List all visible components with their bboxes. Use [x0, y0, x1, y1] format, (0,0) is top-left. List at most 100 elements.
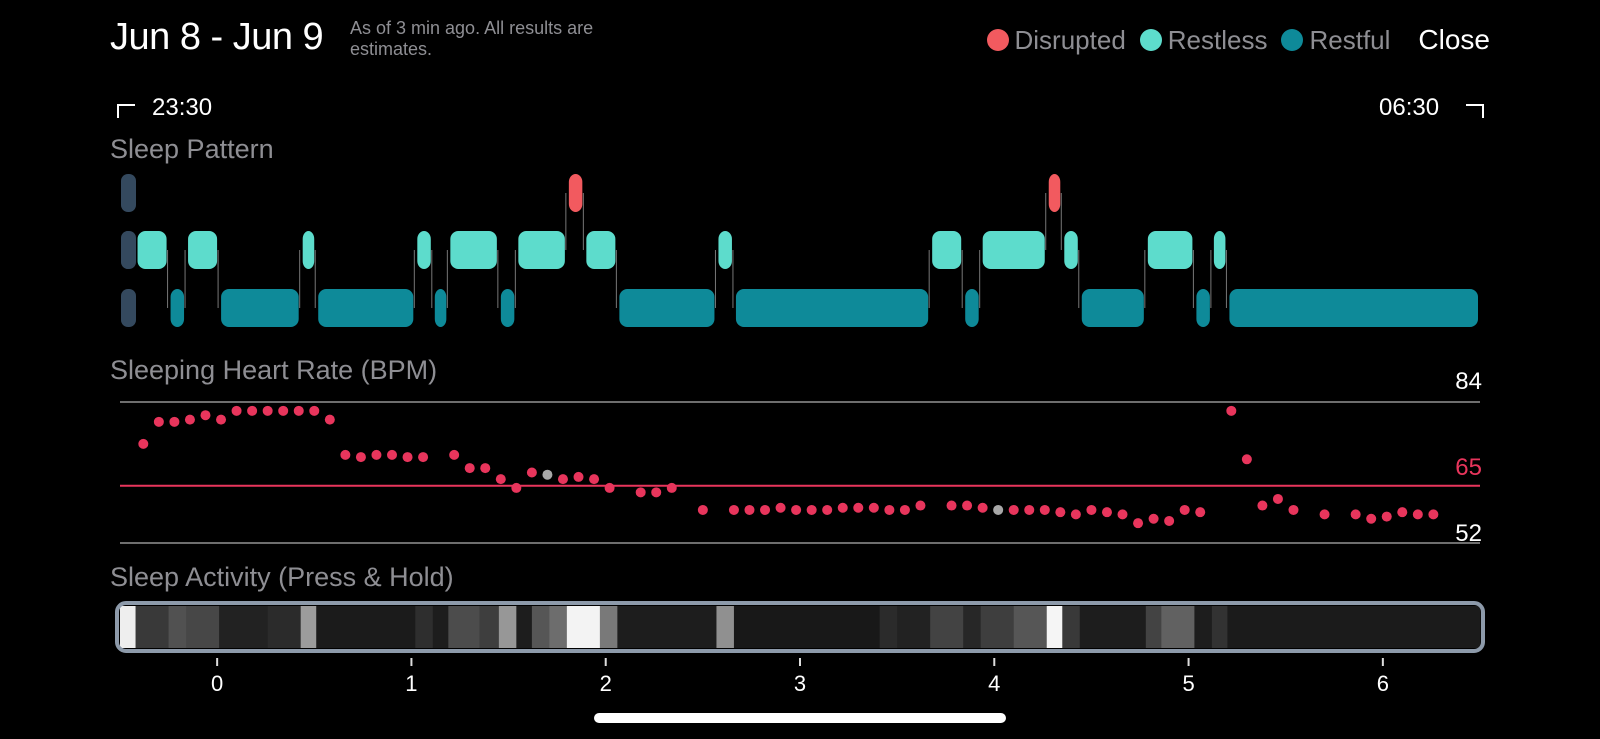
- activity-bar: [531, 606, 550, 648]
- activity-bar: [1145, 606, 1162, 648]
- activity-bar: [415, 606, 434, 648]
- activity-bar: [549, 606, 568, 648]
- axis-tick-label: 0: [211, 671, 223, 696]
- hr-point: [1350, 509, 1361, 520]
- sleep-activity-chart[interactable]: [0, 600, 1600, 660]
- home-indicator[interactable]: [594, 713, 1006, 723]
- close-button[interactable]: Close: [1418, 24, 1490, 55]
- activity-bar: [566, 606, 601, 648]
- pattern-segment-restless: [518, 231, 565, 269]
- hr-point: [1226, 405, 1237, 416]
- hr-point: [355, 452, 366, 463]
- activity-bar: [930, 606, 964, 648]
- hr-point: [666, 482, 677, 493]
- axis-tick-label: 1: [405, 671, 417, 696]
- hr-point: [1179, 504, 1190, 515]
- pattern-segment-restless: [417, 231, 431, 269]
- hr-point: [278, 405, 289, 416]
- hr-point: [169, 416, 180, 427]
- activity-bar: [432, 606, 449, 648]
- pattern-segment-restful: [170, 289, 185, 327]
- hr-point: [604, 482, 615, 493]
- activity-bar: [1211, 606, 1228, 648]
- hr-point: [511, 482, 522, 493]
- hr-point: [651, 487, 662, 498]
- axis-tick-label: 4: [988, 671, 1000, 696]
- hr-point: [1412, 509, 1423, 520]
- hr-min-label: 52: [1455, 520, 1482, 547]
- hr-point: [884, 504, 895, 515]
- activity-bar: [135, 606, 170, 648]
- pattern-segment-restful: [1229, 289, 1478, 327]
- pattern-segment-restful: [735, 289, 929, 327]
- activity-bar: [879, 606, 898, 648]
- hr-point: [324, 414, 335, 425]
- disrupted-dot-icon: [986, 29, 1009, 51]
- hr-point: [1148, 513, 1159, 524]
- hr-point: [1101, 507, 1112, 518]
- awake-marker: [121, 231, 136, 269]
- activity-bar: [300, 606, 317, 648]
- hr-point: [418, 452, 429, 463]
- legend-disrupted-label: Disrupted: [1014, 24, 1126, 55]
- activity-bar: [617, 606, 717, 648]
- legend: Disrupted Restless Restful Close: [986, 24, 1490, 56]
- hr-point: [340, 449, 351, 460]
- hr-point: [231, 405, 242, 416]
- hr-point: [899, 504, 910, 515]
- pattern-segment-restful: [434, 289, 447, 327]
- pattern-segment-restless: [188, 231, 218, 269]
- pattern-segment-restful: [1196, 289, 1210, 327]
- pattern-segment-restless: [1147, 231, 1193, 269]
- axis-tick-label: 6: [1377, 671, 1389, 696]
- hr-point: [526, 467, 537, 478]
- hr-point: [822, 504, 833, 515]
- start-time: 23:30: [152, 94, 213, 121]
- legend-restful-label: Restful: [1309, 24, 1391, 55]
- pattern-segment-restful: [318, 289, 414, 327]
- hr-point: [449, 449, 460, 460]
- hr-point: [1024, 504, 1035, 515]
- hr-point: [868, 502, 879, 513]
- activity-bar: [120, 606, 137, 648]
- activity-bar: [498, 606, 517, 648]
- pattern-segment-restless: [932, 231, 962, 269]
- heart-rate-chart: [120, 401, 1480, 544]
- hr-point: [262, 405, 273, 416]
- sleep-pattern-title: Sleep Pattern: [110, 134, 274, 164]
- hr-point: [1164, 515, 1175, 526]
- start-bracket-icon: [117, 104, 135, 118]
- pattern-segment-restless: [302, 231, 315, 269]
- estimate-note: As of 3 min ago. All results are estimat…: [350, 18, 594, 59]
- heart-rate-title: Sleeping Heart Rate (BPM): [110, 355, 438, 385]
- pattern-segment-restless: [586, 231, 616, 269]
- hr-point: [1397, 507, 1408, 518]
- hr-point: [1086, 504, 1097, 515]
- hr-point: [200, 410, 211, 421]
- hr-point: [806, 504, 817, 515]
- pattern-segment-restful: [619, 289, 715, 327]
- date-range-title: Jun 8 - Jun 9: [110, 16, 324, 58]
- hr-point: [775, 502, 786, 513]
- hr-point: [542, 469, 553, 480]
- pattern-segment-disrupted: [568, 174, 583, 212]
- hr-point: [387, 449, 397, 460]
- hr-point: [247, 405, 258, 416]
- hr-point: [946, 500, 957, 511]
- hr-point: [1272, 493, 1283, 504]
- activity-bar: [1161, 606, 1195, 648]
- pattern-segment-restless: [982, 231, 1045, 269]
- hr-point: [791, 504, 802, 515]
- pattern-segment-restful: [1081, 289, 1144, 327]
- hr-point: [402, 452, 413, 463]
- activity-bar: [267, 606, 302, 648]
- hr-avg-label: 65: [1455, 454, 1482, 481]
- end-bracket-icon: [1466, 104, 1484, 118]
- hr-point: [1117, 509, 1128, 520]
- activity-bar: [1079, 606, 1147, 648]
- hr-point: [495, 474, 506, 485]
- hr-max-label: 84: [1455, 368, 1482, 395]
- hr-point: [1055, 507, 1066, 518]
- activity-bar: [168, 606, 187, 648]
- legend-restful: Restful: [1281, 25, 1390, 56]
